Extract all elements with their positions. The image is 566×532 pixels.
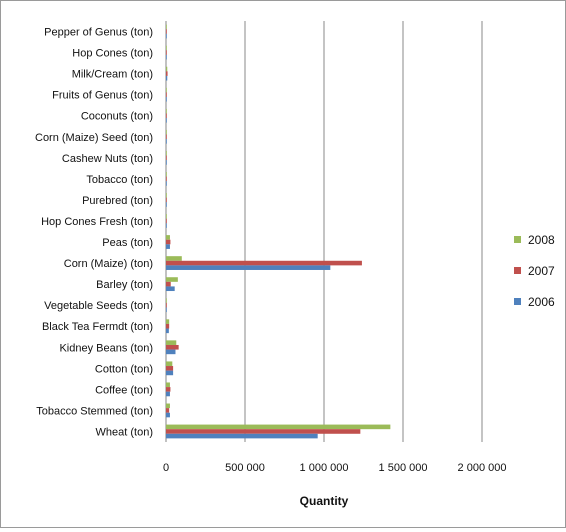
bar-2006	[166, 181, 167, 186]
bar-2007	[166, 218, 167, 224]
bar-2006	[166, 202, 167, 207]
category-label: Peas (ton)	[102, 237, 153, 249]
bar-2008	[166, 424, 391, 430]
legend-label-2007: 2007	[528, 264, 555, 278]
legend-swatch-2007	[514, 267, 521, 274]
category-labels: Pepper of Genus (ton) Hop Cones (ton) Milk…	[35, 27, 153, 439]
bar-2006	[166, 75, 168, 81]
bar-2006	[166, 265, 331, 270]
bar-2006	[166, 54, 167, 60]
category-label: Fruits of Genus (ton)	[52, 90, 153, 102]
bar-2008	[166, 45, 167, 51]
legend: 2008 2007 2006	[514, 233, 555, 309]
category-label: Hop Cones (ton)	[72, 48, 153, 60]
bar-2006	[166, 391, 170, 397]
bar-2008	[166, 277, 178, 282]
bar-2006	[166, 349, 176, 355]
bar-2006	[166, 33, 167, 39]
x-tick-labels: 0 500 000 1 000 000 1 500 000 2 000 000	[163, 462, 507, 474]
bars	[166, 24, 391, 439]
bar-2006	[166, 412, 170, 418]
category-label: Corn (Maize) (ton)	[64, 258, 153, 270]
category-label: Corn (Maize) Seed (ton)	[35, 132, 153, 144]
bar-2007	[166, 197, 167, 203]
bar-2008	[166, 382, 170, 388]
bar-2007	[166, 92, 167, 97]
bar-2006	[166, 370, 174, 376]
category-label: Milk/Cream (ton)	[72, 69, 153, 81]
bar-2007	[166, 387, 171, 392]
category-label: Pepper of Genus (ton)	[44, 27, 153, 39]
category-label: Hop Cones Fresh (ton)	[41, 216, 153, 228]
x-tick-label: 1 500 000	[379, 462, 428, 474]
bar-2008	[166, 319, 170, 324]
bar-2007	[166, 239, 171, 245]
bar-2007	[166, 29, 167, 34]
bar-2007	[166, 408, 170, 413]
bar-2007	[166, 176, 167, 182]
bar-2006	[166, 160, 167, 165]
bar-2008	[166, 235, 170, 240]
category-label: Vegetable Seeds (ton)	[44, 300, 153, 312]
bar-2008	[166, 193, 167, 198]
x-tick-label: 1 000 000	[300, 462, 349, 474]
legend-swatch-2006	[514, 298, 521, 305]
bar-2007	[166, 344, 179, 350]
category-label: Wheat (ton)	[96, 426, 153, 438]
category-label: Barley (ton)	[96, 279, 153, 291]
bar-2006	[166, 433, 318, 439]
category-label: Cotton (ton)	[95, 363, 153, 375]
bar-2008	[166, 24, 167, 30]
bar-2006	[166, 139, 167, 144]
bar-2008	[166, 403, 170, 409]
bar-2007	[166, 155, 167, 161]
bar-2008	[166, 214, 167, 219]
category-label: Tobacco Stemmed (ton)	[36, 405, 153, 417]
bar-2008	[166, 256, 182, 261]
legend-label-2008: 2008	[528, 233, 555, 247]
bar-2006	[166, 118, 167, 123]
bar-2007	[166, 429, 361, 434]
category-label: Cashew Nuts (ton)	[62, 153, 153, 165]
legend-swatch-2008	[514, 236, 521, 243]
bar-2007	[166, 113, 167, 119]
bar-2008	[166, 129, 167, 135]
category-label: Coconuts (ton)	[81, 111, 153, 123]
x-tick-label: 0	[163, 462, 169, 474]
bar-2008	[166, 87, 167, 93]
bar-2008	[166, 108, 167, 114]
bar-2007	[166, 50, 167, 55]
bar-2008	[166, 361, 173, 367]
bar-2008	[166, 150, 167, 156]
category-label: Coffee (ton)	[95, 384, 153, 396]
category-label: Tobacco (ton)	[86, 174, 153, 186]
bar-2006	[166, 96, 167, 102]
x-tick-label: 500 000	[225, 462, 265, 474]
bar-2006	[166, 223, 167, 228]
bar-2007	[166, 302, 167, 308]
bar-2006	[166, 286, 175, 292]
bar-2007	[166, 281, 171, 287]
x-axis-title: Quantity	[300, 494, 349, 508]
bar-2006	[166, 244, 170, 249]
bar-2008	[166, 298, 167, 303]
bar-2008	[166, 340, 177, 345]
bar-2007	[166, 134, 167, 140]
bar-2007	[166, 366, 174, 371]
x-tick-label: 2 000 000	[458, 462, 507, 474]
category-label: Kidney Beans (ton)	[59, 342, 153, 354]
legend-label-2006: 2006	[528, 295, 555, 309]
bar-2007	[166, 323, 170, 329]
bar-2008	[166, 171, 167, 177]
gridlines	[165, 21, 483, 442]
bar-2008	[166, 66, 168, 72]
bar-2006	[166, 328, 169, 334]
bar-2007	[166, 260, 362, 266]
bar-2007	[166, 71, 168, 76]
category-label: Purebred (ton)	[82, 195, 153, 207]
bar-2006	[166, 307, 167, 313]
category-label: Black Tea Fermdt (ton)	[42, 321, 153, 333]
